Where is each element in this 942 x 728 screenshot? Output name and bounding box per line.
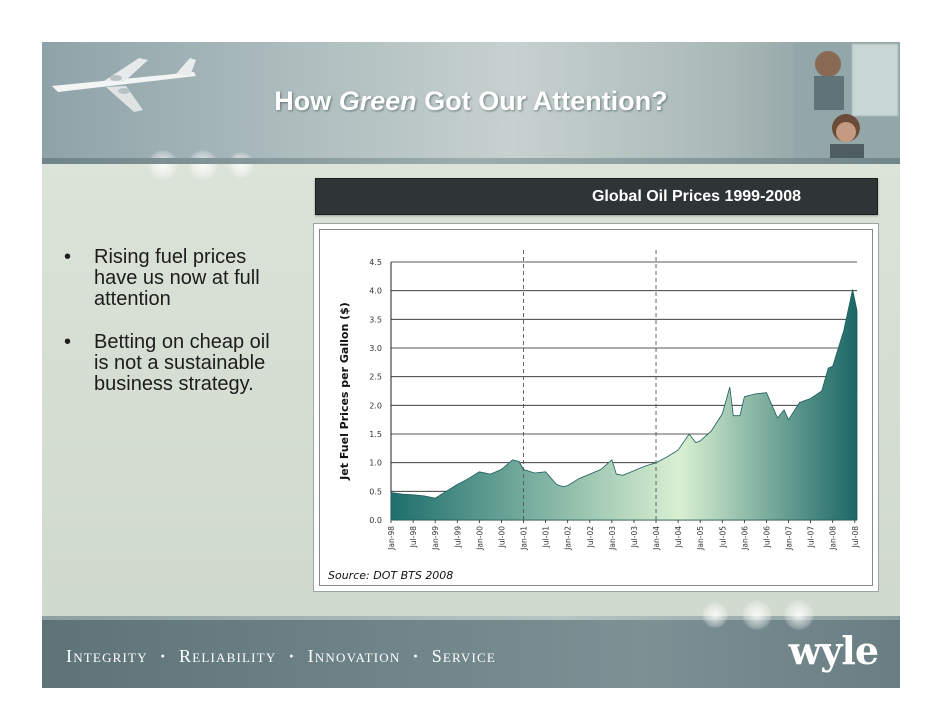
slide: How Green Got Our Attention? • Rising fu… xyxy=(42,42,900,688)
slide-title: How Green Got Our Attention? xyxy=(274,86,668,116)
bullet-marker: • xyxy=(64,246,72,268)
y-tick-label: 3.5 xyxy=(369,315,382,324)
tagline-word: Integrity xyxy=(66,646,148,666)
x-tick-label: Jul-00 xyxy=(497,526,506,549)
x-tick-label: Jan-98 xyxy=(387,526,396,551)
chart-plot: 0.0 0.5 1.0 1.5 2.0 2.5 3.0 3.5 4.0 4.5 Jan-98 Jul-… xyxy=(328,250,860,582)
bullet-marker: • xyxy=(64,331,72,353)
bullet-text: Betting on cheap oil is not a sustainabl… xyxy=(94,331,270,395)
bullet-text: Rising fuel prices have us now at full a… xyxy=(94,246,260,310)
x-tick-label: Jul-08 xyxy=(851,526,860,549)
bullet-list: • Rising fuel prices have us now at full… xyxy=(64,247,284,417)
tagline-separator: · xyxy=(159,646,167,666)
x-tick-label: Jul-06 xyxy=(762,526,771,549)
tagline: Integrity · Reliability · Innovation · Service xyxy=(66,646,496,667)
y-tick-label: 3.0 xyxy=(369,344,382,353)
x-tick-label: Jan-00 xyxy=(475,526,484,551)
y-tick-label: 1.5 xyxy=(369,430,382,439)
footer-banner: Integrity · Reliability · Innovation · Service… xyxy=(42,600,900,688)
x-tick-label: Jan-03 xyxy=(608,526,617,551)
x-tick-label: Jul-04 xyxy=(674,526,683,549)
x-tick-label: Jan-02 xyxy=(564,526,573,551)
x-tick-label: Jul-07 xyxy=(807,526,816,549)
price-area xyxy=(390,289,858,521)
x-tick-label: Jul-03 xyxy=(630,526,639,549)
tagline-word: Reliability xyxy=(179,646,277,666)
y-tick-label: 1.0 xyxy=(369,459,382,468)
x-tick-label: Jan-07 xyxy=(785,526,794,551)
chart-frame: 0.0 0.5 1.0 1.5 2.0 2.5 3.0 3.5 4.0 4.5 Jan-98 Jul-… xyxy=(319,229,873,586)
y-tick-label: 0.5 xyxy=(369,487,382,496)
chart-header: Global Oil Prices 1999-2008 xyxy=(315,178,878,215)
x-tick-label: Jul-05 xyxy=(718,526,727,549)
y-axis-label: Jet Fuel Prices per Gallon ($) xyxy=(338,302,351,481)
x-tick-label: Jan-99 xyxy=(431,526,440,551)
x-tick-label: Jan-05 xyxy=(696,526,705,551)
x-tick-label: Jan-08 xyxy=(829,526,838,551)
x-tick-label: Jul-02 xyxy=(586,526,595,549)
tagline-separator: · xyxy=(412,646,420,666)
chart-panel: 0.0 0.5 1.0 1.5 2.0 2.5 3.0 3.5 4.0 4.5 Jan-98 Jul-… xyxy=(313,223,879,592)
x-tick-label: Jan-01 xyxy=(520,526,529,551)
bullet-item: • Rising fuel prices have us now at full… xyxy=(64,247,284,310)
tagline-word: Service xyxy=(431,646,496,666)
x-tick-label: Jul-01 xyxy=(542,526,551,549)
x-tick-label: Jan-06 xyxy=(740,526,749,551)
x-tick-label: Jan-04 xyxy=(652,526,661,551)
bullet-item: • Betting on cheap oil is not a sustaina… xyxy=(64,332,284,395)
y-tick-label: 4.0 xyxy=(369,287,382,296)
x-tick-label: Jul-99 xyxy=(453,526,462,549)
y-tick-label: 4.5 xyxy=(369,258,382,267)
y-tick-label: 2.5 xyxy=(369,373,382,382)
y-tick-label: 0.0 xyxy=(369,516,382,525)
chart-source: Source: DOT BTS 2008 xyxy=(328,569,453,582)
airplane-image xyxy=(52,58,196,112)
header-banner xyxy=(42,42,900,180)
tagline-word: Innovation xyxy=(307,646,401,666)
x-tick-label: Jul-98 xyxy=(409,526,418,549)
tagline-separator: · xyxy=(288,646,296,666)
wyle-logo: wyle xyxy=(788,628,879,673)
people-photo xyxy=(794,42,900,164)
y-tick-label: 2.0 xyxy=(369,401,382,410)
